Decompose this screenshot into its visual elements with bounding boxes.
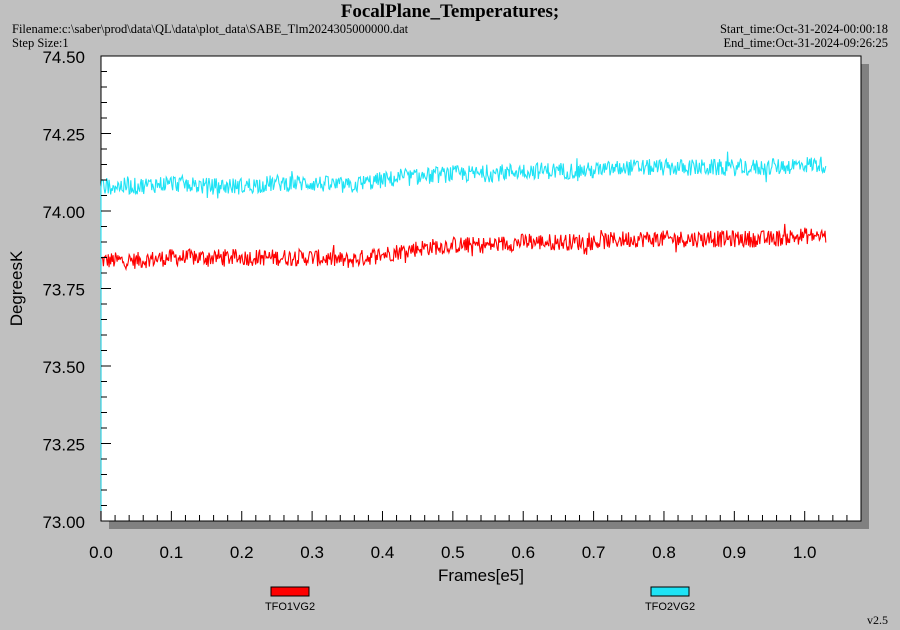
end-time-label: End_time:Oct-31-2024-09:26:25 (723, 36, 888, 50)
x-tick-label: 1.0 (793, 543, 817, 562)
x-tick-label: 0.8 (652, 543, 676, 562)
x-tick-label: 0.9 (723, 543, 747, 562)
legend-swatch-tfo1vg2 (270, 586, 310, 597)
y-tick-label: 74.00 (42, 203, 85, 222)
series-group (100, 151, 827, 521)
legend-swatch-tfo2vg2 (650, 586, 690, 597)
y-tick-label: 73.00 (42, 513, 85, 532)
series-line-tfo2vg2 (100, 151, 827, 521)
series-line-tfo1vg2 (100, 223, 827, 521)
plot-frame (100, 55, 862, 522)
legend-label-tfo2vg2: TFO2VG2 (645, 601, 695, 613)
x-tick-label: 0.5 (441, 543, 465, 562)
x-tick-label: 0.2 (230, 543, 254, 562)
y-tick-label: 74.25 (42, 126, 85, 145)
version-label: v2.5 (867, 613, 888, 627)
step-size-label: Step Size:1 (12, 36, 69, 50)
x-tick-label: 0.0 (89, 543, 113, 562)
chart-title: FocalPlane_Temperatures; (340, 1, 560, 22)
x-tick-label: 0.4 (371, 543, 395, 562)
y-tick-label: 73.25 (42, 436, 85, 455)
y-axis-label: DegreesK (7, 250, 26, 326)
x-tick-label: 0.6 (511, 543, 535, 562)
legend: TFO1VG2 TFO2VG2 (265, 586, 695, 613)
y-axis: 73.00 73.25 73.50 73.75 74.00 74.25 74.50 (42, 48, 111, 532)
x-axis-label: Frames[e5] (438, 566, 524, 585)
start-time-label: Start_time:Oct-31-2024-00:00:18 (719, 22, 888, 36)
x-tick-label: 0.3 (300, 543, 324, 562)
y-tick-label: 73.75 (42, 281, 85, 300)
x-tick-label: 0.1 (160, 543, 184, 562)
y-tick-label: 74.50 (42, 48, 85, 67)
legend-label-tfo1vg2: TFO1VG2 (265, 601, 315, 613)
x-tick-label: 0.7 (582, 543, 606, 562)
y-tick-label: 73.50 (42, 358, 85, 377)
filename-label: Filename:c:\saber\prod\data\QL\data\plot… (12, 22, 409, 36)
x-axis: 0.0 0.1 0.2 0.3 0.4 0.5 0.6 0.7 0.8 0.9 1.0 (89, 511, 848, 562)
